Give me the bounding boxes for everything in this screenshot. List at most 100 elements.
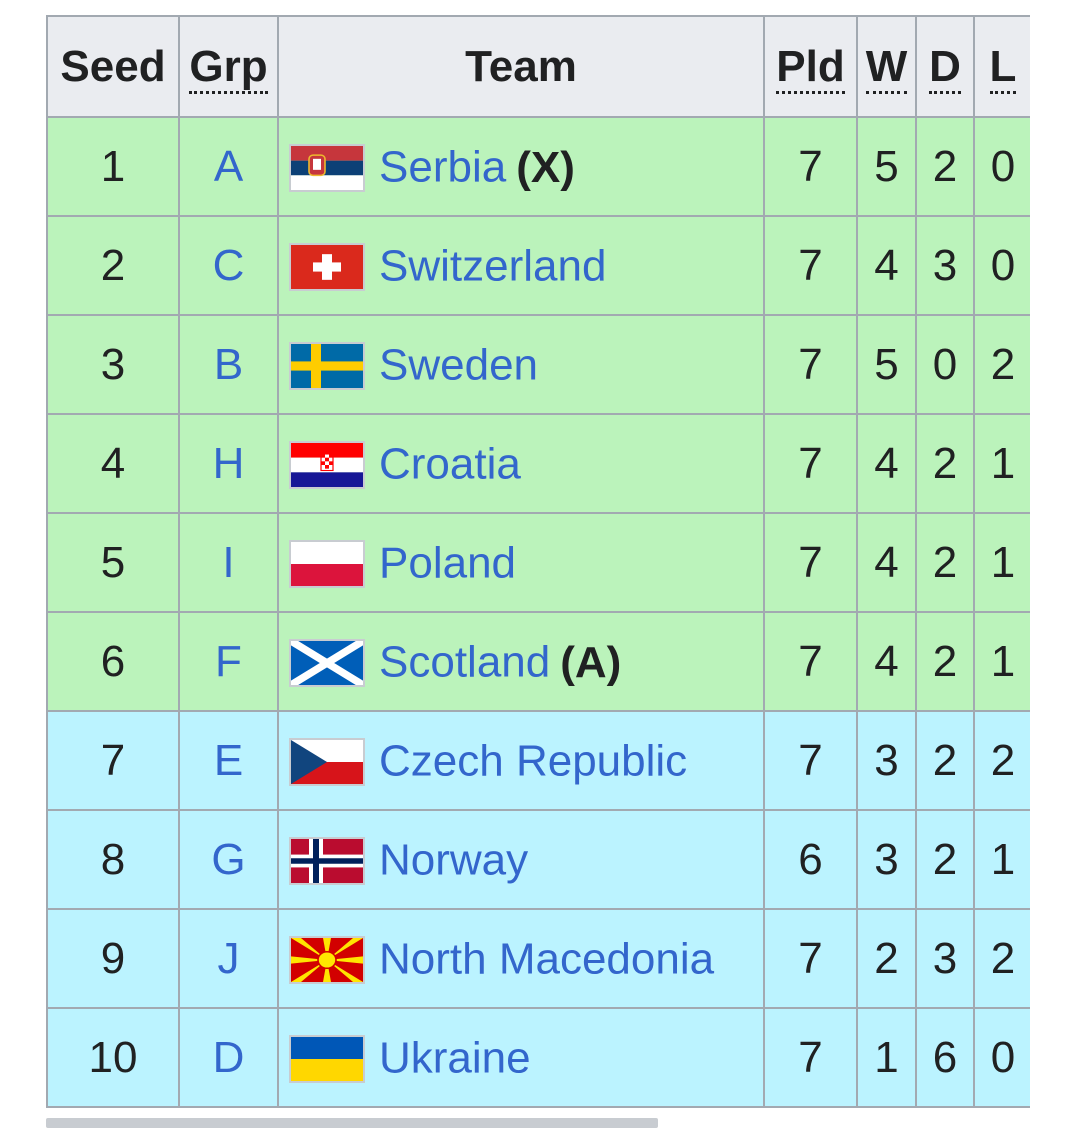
seed-cell: 10: [46, 1007, 180, 1108]
scotland-flag-icon: [289, 638, 365, 687]
header-row: Seed Grp Team Pld W D L: [46, 15, 1030, 118]
north-macedonia-flag-icon: [289, 935, 365, 984]
serbia-flag-icon: [289, 143, 365, 192]
group-link[interactable]: B: [178, 314, 279, 415]
group-link[interactable]: E: [178, 710, 279, 811]
wins-cell: 5: [856, 314, 917, 415]
norway-flag-icon: [289, 836, 365, 885]
team-cell: Switzerland: [277, 215, 765, 316]
played-cell: 7: [763, 116, 858, 217]
team-cell: Croatia: [277, 413, 765, 514]
played-cell: 7: [763, 710, 858, 811]
seed-cell: 9: [46, 908, 180, 1009]
draws-cell: 2: [915, 611, 975, 712]
l-header[interactable]: L: [973, 15, 1030, 118]
team-cell: Sweden: [277, 314, 765, 415]
w-header[interactable]: W: [856, 15, 917, 118]
team-cell: Serbia (X): [277, 116, 765, 217]
qualification-marker: (A): [560, 637, 622, 687]
wins-cell: 3: [856, 710, 917, 811]
played-cell: 7: [763, 413, 858, 514]
seed-cell: 6: [46, 611, 180, 712]
czech-republic-flag-icon: [289, 737, 365, 786]
team-cell: North Macedonia: [277, 908, 765, 1009]
table-row: 1 A Serbia (X) 7 5 2 0: [46, 116, 1030, 217]
wins-cell: 5: [856, 116, 917, 217]
wins-cell: 4: [856, 512, 917, 613]
team-link[interactable]: Switzerland: [379, 241, 607, 291]
switzerland-flag-icon: [289, 242, 365, 291]
losses-cell: 2: [973, 314, 1030, 415]
team-link[interactable]: Sweden: [379, 340, 539, 390]
table-row: 3 B Sweden 7 5 0 2: [46, 314, 1030, 415]
wins-cell: 4: [856, 413, 917, 514]
team-header: Team: [277, 15, 765, 118]
pld-header[interactable]: Pld: [763, 15, 858, 118]
losses-cell: 1: [973, 512, 1030, 613]
team-link[interactable]: Scotland: [379, 637, 551, 687]
table-row: 4 H Croatia 7 4 2 1: [46, 413, 1030, 514]
grp-header-label[interactable]: Grp: [189, 41, 268, 94]
standings-table-container: Seed Grp Team Pld W D L 1 A Serbia (X) 7 5 2 0 2…: [46, 15, 1030, 1108]
team-link[interactable]: Ukraine: [379, 1033, 531, 1083]
table-row: 6 F Scotland (A) 7 4 2 1: [46, 611, 1030, 712]
poland-flag-icon: [289, 539, 365, 588]
seed-cell: 5: [46, 512, 180, 613]
team-link[interactable]: Poland: [379, 538, 517, 588]
wins-cell: 1: [856, 1007, 917, 1108]
team-link[interactable]: North Macedonia: [379, 934, 715, 984]
played-cell: 7: [763, 1007, 858, 1108]
standings-table: Seed Grp Team Pld W D L 1 A Serbia (X) 7 5 2 0 2…: [46, 15, 1030, 1108]
losses-cell: 1: [973, 809, 1030, 910]
table-row: 7 E Czech Republic 7 3 2 2: [46, 710, 1030, 811]
losses-cell: 2: [973, 710, 1030, 811]
d-header-label[interactable]: D: [929, 41, 961, 94]
w-header-label[interactable]: W: [865, 41, 908, 94]
team-link[interactable]: Serbia: [379, 142, 507, 192]
seed-cell: 1: [46, 116, 180, 217]
sweden-flag-icon: [289, 341, 365, 390]
group-link[interactable]: F: [178, 611, 279, 712]
played-cell: 7: [763, 314, 858, 415]
l-header-label[interactable]: L: [989, 41, 1017, 94]
team-link[interactable]: Croatia: [379, 439, 521, 489]
seed-cell: 3: [46, 314, 180, 415]
played-cell: 7: [763, 215, 858, 316]
group-link[interactable]: I: [178, 512, 279, 613]
group-link[interactable]: D: [178, 1007, 279, 1108]
team-cell: Norway: [277, 809, 765, 910]
team-link[interactable]: Norway: [379, 835, 529, 885]
draws-cell: 6: [915, 1007, 975, 1108]
table-body: 1 A Serbia (X) 7 5 2 0 2 C Switzerland 7 4 3 0 3 B Sweden…: [46, 116, 1030, 1108]
team-cell: Ukraine: [277, 1007, 765, 1108]
team-link[interactable]: Czech Republic: [379, 736, 688, 786]
table-row: 5 I Poland 7 4 2 1: [46, 512, 1030, 613]
draws-cell: 3: [915, 215, 975, 316]
draws-cell: 3: [915, 908, 975, 1009]
team-cell: Czech Republic: [277, 710, 765, 811]
team-cell: Poland: [277, 512, 765, 613]
losses-cell: 0: [973, 1007, 1030, 1108]
group-link[interactable]: G: [178, 809, 279, 910]
losses-cell: 0: [973, 116, 1030, 217]
played-cell: 7: [763, 611, 858, 712]
group-link[interactable]: A: [178, 116, 279, 217]
pld-header-label[interactable]: Pld: [776, 41, 845, 94]
seed-cell: 4: [46, 413, 180, 514]
losses-cell: 1: [973, 413, 1030, 514]
wins-cell: 2: [856, 908, 917, 1009]
group-link[interactable]: C: [178, 215, 279, 316]
horizontal-scrollbar[interactable]: [46, 1118, 658, 1128]
seed-cell: 2: [46, 215, 180, 316]
wins-cell: 4: [856, 215, 917, 316]
draws-cell: 2: [915, 512, 975, 613]
losses-cell: 0: [973, 215, 1030, 316]
d-header[interactable]: D: [915, 15, 975, 118]
group-link[interactable]: H: [178, 413, 279, 514]
croatia-flag-icon: [289, 440, 365, 489]
table-row: 10 D Ukraine 7 1 6 0: [46, 1007, 1030, 1108]
grp-header[interactable]: Grp: [178, 15, 279, 118]
qualification-marker: (X): [516, 142, 575, 192]
group-link[interactable]: J: [178, 908, 279, 1009]
seed-cell: 8: [46, 809, 180, 910]
